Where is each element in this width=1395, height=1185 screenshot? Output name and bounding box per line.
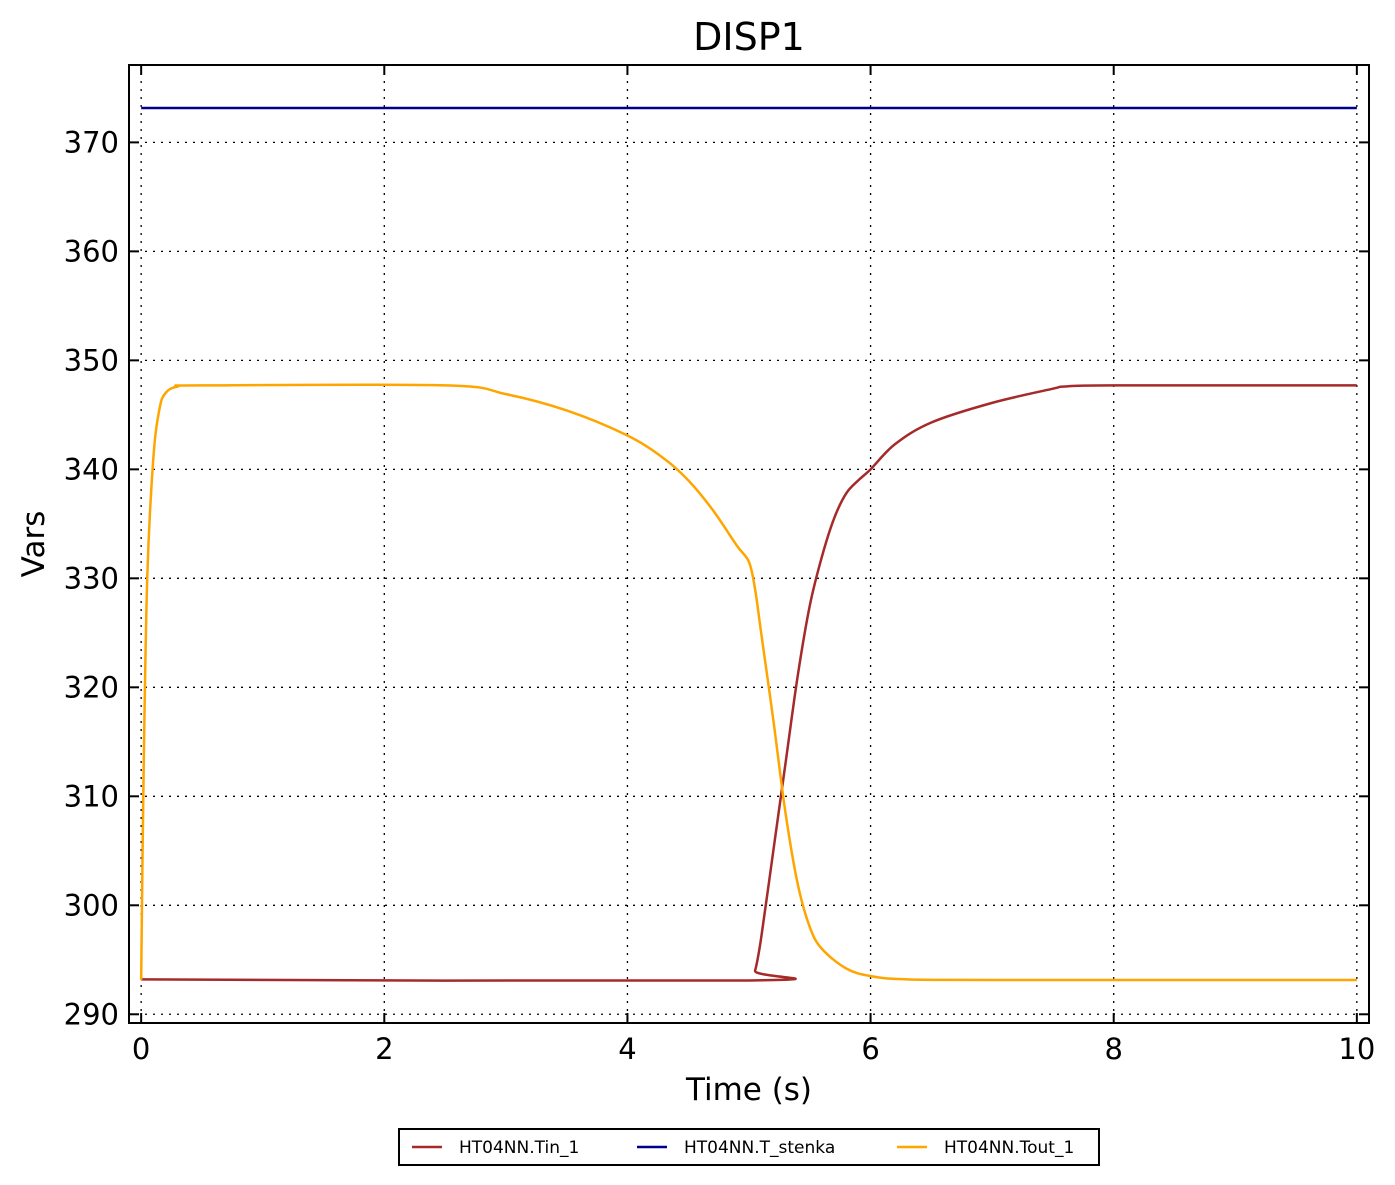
x-tick-label: 0	[132, 1032, 150, 1066]
x-tick-label: 6	[861, 1032, 879, 1066]
y-tick-label: 290	[64, 997, 119, 1031]
x-tick-label: 2	[375, 1032, 393, 1066]
y-tick-label: 370	[64, 125, 119, 159]
series-line-ht04nn-tout-1	[139, 383, 1357, 982]
series-lines	[139, 106, 1357, 983]
y-tick-label: 350	[64, 343, 119, 377]
x-tick-label: 4	[618, 1032, 636, 1066]
y-axis-label: Vars	[16, 511, 52, 578]
y-tick-label: 320	[64, 670, 119, 704]
x-tick-label: 8	[1104, 1032, 1122, 1066]
axis-ticks: 0 2 4 6 8 10 290 300 310 320 330 340 350 360 370	[64, 65, 1375, 1066]
legend: HT04NN.Tin_1 HT04NN.T_stenka HT04NN.Tout_1	[398, 1128, 1100, 1166]
x-tick-label: 10	[1338, 1032, 1375, 1066]
x-axis-label: Time (s)	[685, 1072, 812, 1108]
plot-frame	[128, 64, 1370, 1024]
y-tick-label: 330	[64, 561, 119, 595]
grid-lines	[129, 65, 1369, 1023]
legend-label: HT04NN.T_stenka	[684, 1138, 835, 1158]
y-tick-label: 300	[64, 888, 119, 922]
legend-box	[398, 1128, 1100, 1166]
chart-title: DISP1	[693, 15, 805, 59]
legend-label: HT04NN.Tout_1	[944, 1138, 1074, 1158]
series-line-ht04nn-tin-1	[141, 384, 1357, 983]
y-tick-label: 310	[64, 779, 119, 813]
y-tick-label: 340	[64, 452, 119, 486]
y-tick-label: 360	[64, 234, 119, 268]
legend-label: HT04NN.Tin_1	[459, 1138, 579, 1158]
